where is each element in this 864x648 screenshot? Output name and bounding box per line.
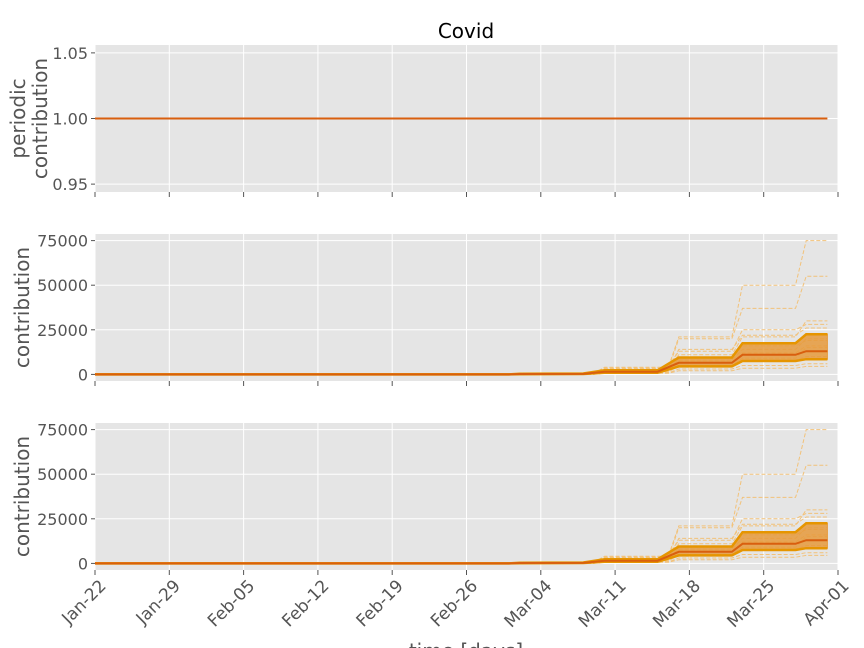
y-tick-label: 0 xyxy=(78,365,88,384)
x-tick-label: Mar-25 xyxy=(724,576,780,632)
median-line xyxy=(95,539,828,565)
x-tick-label: Feb-26 xyxy=(427,576,482,631)
y-axis-label: contribution xyxy=(10,436,34,557)
y-axis-label: contribution xyxy=(28,58,52,179)
y-tick-label: 25000 xyxy=(37,321,88,340)
x-tick-label: Apr-01 xyxy=(800,576,854,630)
y-tick-label: 0.95 xyxy=(52,175,88,194)
x-tick-label: Feb-19 xyxy=(353,576,408,631)
y-axis-label: periodic xyxy=(6,78,30,158)
x-tick-label: Mar-11 xyxy=(575,576,631,632)
x-tick-label: Jan-29 xyxy=(132,576,185,629)
median-line xyxy=(95,350,828,376)
x-axis-label: time [days] xyxy=(409,639,523,648)
y-tick-label: 50000 xyxy=(37,465,88,484)
x-tick-label: Feb-05 xyxy=(204,576,259,631)
y-tick-label: 75000 xyxy=(37,232,88,251)
y-tick-label: 50000 xyxy=(37,276,88,295)
series-group xyxy=(95,429,828,565)
y-tick-label: 1.05 xyxy=(52,44,88,63)
x-tick-label: Mar-18 xyxy=(649,576,705,632)
series-group xyxy=(95,240,828,376)
x-tick-label: Feb-12 xyxy=(278,576,333,631)
y-tick-label: 25000 xyxy=(37,510,88,529)
chart-title: Covid xyxy=(438,19,494,43)
y-tick-label: 75000 xyxy=(37,421,88,440)
x-tick-label: Mar-04 xyxy=(501,576,557,632)
x-tick-label: Jan-22 xyxy=(58,576,111,629)
y-tick-label: 0 xyxy=(78,554,88,573)
y-tick-label: 1.00 xyxy=(52,110,88,129)
y-axis-label: contribution xyxy=(10,247,34,368)
